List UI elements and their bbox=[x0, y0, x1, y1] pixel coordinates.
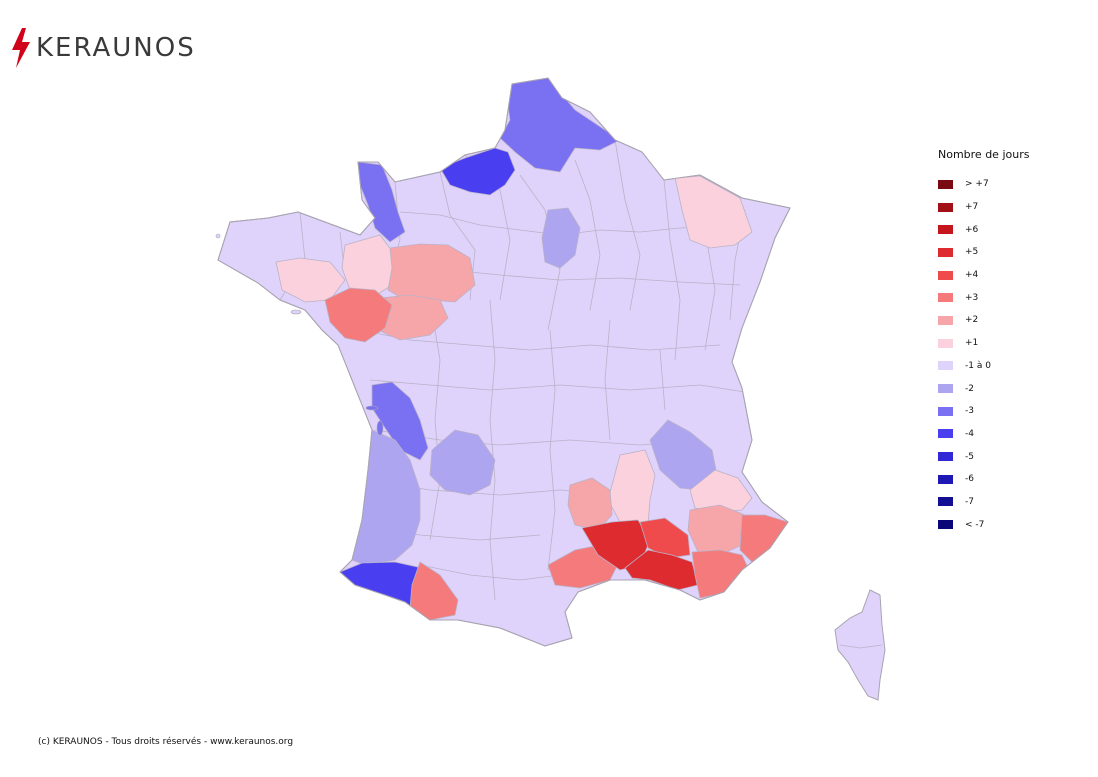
legend-swatch bbox=[938, 338, 953, 348]
zone-vaucluse bbox=[639, 517, 691, 559]
legend-item: +5 bbox=[938, 241, 1029, 264]
zone-lorraine bbox=[674, 175, 753, 249]
zone-maine-et-loire bbox=[377, 294, 449, 341]
brand-name: KERAUNOS bbox=[36, 33, 196, 63]
legend-label: +5 bbox=[965, 247, 979, 258]
zone-mayenne bbox=[341, 234, 396, 299]
zone-seine-maritime bbox=[439, 147, 516, 196]
legend-item: < -7 bbox=[938, 513, 1029, 536]
corsica bbox=[834, 589, 886, 701]
legend-item: +2 bbox=[938, 309, 1029, 332]
legend-label: -5 bbox=[965, 451, 974, 462]
legend-swatch bbox=[938, 406, 953, 416]
zone-manche bbox=[357, 161, 406, 243]
legend-label: -6 bbox=[965, 474, 974, 485]
legend-item: -1 à 0 bbox=[938, 355, 1029, 378]
legend: Nombre de jours > +7 +7 +6 +5 +4 +3 +2 +1 -1 à 0… bbox=[938, 148, 1029, 536]
legend-label: +2 bbox=[965, 315, 979, 326]
brand-logo: KERAUNOS bbox=[10, 28, 196, 68]
zone-paris-region bbox=[541, 207, 581, 269]
legend-item: -6 bbox=[938, 468, 1029, 491]
zone-bretagne-east bbox=[275, 257, 346, 303]
legend-swatch bbox=[938, 361, 953, 371]
legend-item: +3 bbox=[938, 286, 1029, 309]
france-coastline bbox=[217, 77, 791, 647]
legend-swatch bbox=[938, 225, 953, 235]
island-ushant bbox=[215, 233, 221, 239]
corsica-border bbox=[839, 644, 883, 649]
zone-lozere bbox=[567, 477, 613, 531]
zone-hautes-pyrenees bbox=[409, 561, 459, 621]
island-belle-ile bbox=[290, 309, 302, 315]
legend-swatch bbox=[938, 452, 953, 462]
legend-swatch bbox=[938, 315, 953, 325]
legend-item: > +7 bbox=[938, 173, 1029, 196]
legend-label: -4 bbox=[965, 428, 974, 439]
legend-item: +1 bbox=[938, 332, 1029, 355]
legend-title: Nombre de jours bbox=[938, 148, 1030, 161]
zone-sarthe bbox=[387, 243, 476, 303]
legend-item: -3 bbox=[938, 400, 1029, 423]
legend-item: +6 bbox=[938, 218, 1029, 241]
legend-label: -2 bbox=[965, 383, 974, 394]
legend-label: < -7 bbox=[965, 519, 985, 530]
zone-loire-atlantique bbox=[324, 287, 393, 343]
island-re bbox=[365, 405, 379, 411]
legend-swatch bbox=[938, 202, 953, 212]
legend-swatch bbox=[938, 247, 953, 257]
legend-swatch bbox=[938, 293, 953, 303]
legend-label: > +7 bbox=[965, 179, 989, 190]
legend-label: -3 bbox=[965, 406, 974, 417]
zone-dordogne bbox=[429, 429, 496, 496]
lightning-bolt-icon bbox=[12, 28, 30, 68]
legend-item: +7 bbox=[938, 196, 1029, 219]
legend-item: -5 bbox=[938, 445, 1029, 468]
zone-var bbox=[691, 549, 751, 599]
legend-label: +4 bbox=[965, 270, 979, 281]
legend-swatch bbox=[938, 179, 953, 189]
legend-swatch bbox=[938, 520, 953, 530]
legend-swatch bbox=[938, 474, 953, 484]
legend-item: -7 bbox=[938, 491, 1029, 514]
legend-label: +7 bbox=[965, 202, 979, 213]
zone-alpes-maritimes bbox=[739, 514, 789, 563]
legend-rows: > +7 +7 +6 +5 +4 +3 +2 +1 -1 à 0 -2 -3 -4 -5 -6 -7 < -7 bbox=[938, 173, 1029, 536]
copyright-footer: (c) KERAUNOS - Tous droits réservés - ww… bbox=[38, 737, 294, 747]
legend-label: -7 bbox=[965, 496, 974, 507]
legend-label: -1 à 0 bbox=[965, 360, 991, 371]
legend-label: +1 bbox=[965, 338, 979, 349]
legend-item: +4 bbox=[938, 264, 1029, 287]
legend-item: -2 bbox=[938, 377, 1029, 400]
legend-label: +3 bbox=[965, 292, 979, 303]
legend-swatch bbox=[938, 429, 953, 439]
zone-alpes-haute-provence bbox=[687, 504, 746, 556]
island-oleron bbox=[376, 420, 384, 436]
legend-item: -4 bbox=[938, 423, 1029, 446]
legend-swatch bbox=[938, 497, 953, 507]
legend-swatch bbox=[938, 384, 953, 394]
legend-swatch bbox=[938, 270, 953, 280]
legend-label: +6 bbox=[965, 224, 979, 235]
zone-charente-maritime bbox=[371, 381, 429, 461]
